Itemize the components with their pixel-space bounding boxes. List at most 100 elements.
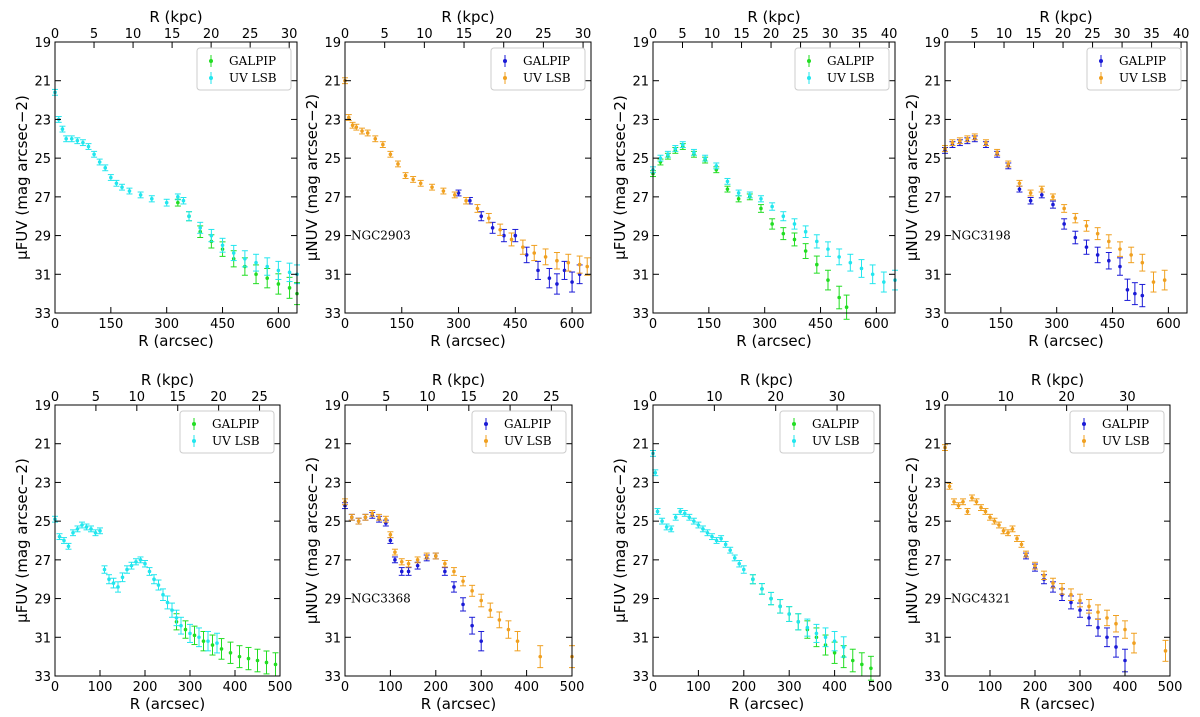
- data-point: [120, 185, 124, 189]
- data-point: [377, 515, 381, 520]
- data-point: [859, 266, 864, 271]
- data-point: [736, 196, 741, 201]
- x2-tick-label: 30: [1114, 27, 1131, 42]
- data-point: [506, 627, 511, 632]
- data-point: [424, 554, 429, 558]
- x-tick-label: 400: [1113, 680, 1138, 695]
- legend-marker-dot: [209, 76, 213, 80]
- legend-marker-dot: [503, 59, 507, 63]
- data-point: [129, 563, 134, 568]
- series-uv-lsb: [942, 444, 1169, 662]
- y-tick-label: 33: [324, 670, 341, 685]
- legend-marker-dot: [1099, 76, 1103, 80]
- data-point: [961, 499, 965, 504]
- data-point: [1084, 224, 1089, 228]
- x-axis-label: R (arcsec): [138, 332, 213, 350]
- x2-tick-label: 0: [341, 27, 349, 42]
- x2-tick-label: 25: [792, 27, 809, 42]
- data-point: [543, 255, 548, 259]
- data-point: [188, 631, 192, 636]
- data-point: [356, 519, 361, 523]
- data-point: [452, 585, 456, 589]
- y-tick-label: 27: [632, 554, 649, 569]
- data-point: [1019, 542, 1024, 547]
- legend-label: GALPIP: [1119, 54, 1166, 68]
- data-point: [1006, 162, 1011, 166]
- y-axis-label: μNUV (mag arcsec−2): [903, 94, 921, 261]
- legend-marker-dot: [807, 59, 811, 63]
- data-point: [350, 515, 354, 520]
- y-tick-label: 19: [324, 36, 341, 51]
- data-point: [992, 519, 997, 523]
- y-tick-label: 25: [324, 515, 341, 530]
- x-axis-label: R (arcsec): [130, 695, 205, 713]
- galaxy-label: NGC3198: [951, 228, 1011, 242]
- data-point: [814, 631, 819, 636]
- x2-tick-label: 25: [543, 390, 560, 405]
- y-tick-label: 21: [34, 438, 51, 453]
- data-point: [360, 129, 364, 133]
- data-point: [479, 214, 484, 219]
- data-point: [658, 156, 663, 160]
- y-tick-label: 25: [632, 152, 649, 167]
- data-point: [443, 561, 447, 566]
- legend-box: [179, 410, 275, 454]
- data-point: [243, 257, 247, 261]
- data-point: [1162, 278, 1167, 282]
- x-tick-label: 500: [268, 680, 293, 695]
- y-tick-label: 33: [324, 307, 341, 322]
- y-tick-label: 25: [34, 515, 51, 530]
- data-point: [669, 527, 673, 531]
- legend: GALPIP UV LSB: [471, 410, 567, 454]
- y-tick-label: 23: [324, 476, 341, 491]
- data-point: [502, 233, 506, 238]
- data-point: [461, 602, 465, 607]
- data-point: [850, 658, 855, 663]
- legend-box: [1086, 47, 1182, 91]
- y-tick-label: 27: [34, 191, 51, 206]
- data-point: [114, 181, 119, 186]
- data-point: [970, 496, 974, 500]
- data-point: [276, 282, 281, 286]
- data-point: [1073, 235, 1078, 240]
- data-point: [1028, 191, 1033, 195]
- data-point: [538, 654, 543, 659]
- x2-tick-label: 25: [251, 390, 268, 405]
- x-tick-label: 400: [223, 680, 248, 695]
- data-point: [443, 569, 447, 574]
- x2-tick-label: 0: [51, 390, 59, 405]
- data-point: [415, 558, 420, 562]
- legend-marker-dot: [792, 439, 796, 443]
- x2-axis-label: R (kpc): [740, 371, 793, 389]
- data-point: [869, 666, 873, 671]
- data-point: [956, 503, 961, 508]
- axes-frame: [344, 404, 573, 677]
- x-tick-label: 450: [503, 317, 528, 332]
- x-tick-label: 450: [210, 317, 235, 332]
- y-tick-label: 27: [324, 191, 341, 206]
- legend-label: UV LSB: [504, 434, 552, 448]
- legend-marker-dot: [192, 422, 196, 426]
- data-point: [152, 577, 156, 582]
- x2-tick-label: 5: [90, 27, 98, 42]
- data-point: [209, 233, 214, 238]
- x2-tick-label: 0: [341, 390, 349, 405]
- data-point: [826, 247, 830, 251]
- x-tick-label: 450: [808, 317, 833, 332]
- y-tick-label: 29: [324, 230, 341, 245]
- panel-5: 0 100 200 300 400 500 0 5 10 15 20 25 19 21 23 25 27 29 31…: [13, 371, 292, 713]
- x2-tick-label: 25: [242, 27, 259, 42]
- data-point: [509, 237, 514, 242]
- data-point: [781, 231, 786, 236]
- data-point: [399, 569, 404, 574]
- series-uv-lsb: [650, 449, 847, 658]
- legend-label: GALPIP: [1102, 417, 1149, 431]
- y-tick-label: 19: [34, 399, 51, 414]
- data-point: [384, 517, 388, 522]
- data-point: [760, 587, 764, 591]
- data-point: [759, 196, 763, 201]
- data-point: [1105, 635, 1109, 640]
- x-tick-label: 0: [941, 317, 949, 332]
- data-point: [1051, 202, 1055, 207]
- data-point: [719, 536, 723, 541]
